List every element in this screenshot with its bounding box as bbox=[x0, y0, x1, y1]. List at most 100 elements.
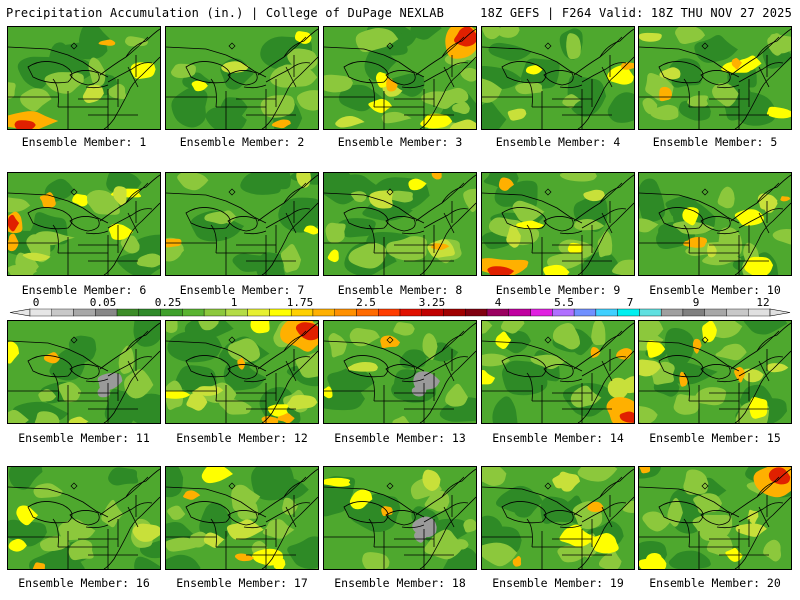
precip-contour bbox=[68, 416, 89, 423]
precip-contour bbox=[422, 333, 438, 360]
precip-contour bbox=[659, 67, 681, 80]
boundary-line bbox=[52, 372, 59, 402]
boundary-line bbox=[227, 510, 258, 526]
precip-contour bbox=[413, 371, 440, 391]
precip-contour bbox=[675, 27, 706, 44]
boundary-line bbox=[283, 28, 318, 58]
precip-contour bbox=[136, 253, 160, 268]
precip-contour bbox=[364, 47, 397, 82]
precip-contour bbox=[296, 90, 318, 111]
precip-contour bbox=[501, 321, 525, 334]
boundary-line bbox=[385, 70, 416, 86]
precip-contour bbox=[567, 242, 583, 254]
colorbar-segment bbox=[182, 308, 205, 317]
ensemble-member-label: Ensemble Member: 4 bbox=[495, 135, 621, 149]
precip-contour bbox=[692, 338, 702, 354]
ensemble-map-panel bbox=[481, 320, 635, 424]
boundary-line bbox=[227, 70, 258, 86]
precip-map bbox=[166, 27, 318, 129]
boundary-line bbox=[285, 66, 297, 88]
precip-contour bbox=[177, 173, 209, 191]
precip-map bbox=[324, 173, 476, 275]
geography-lines bbox=[482, 28, 634, 129]
station-marker bbox=[386, 336, 394, 344]
precip-contour bbox=[772, 228, 791, 245]
colorbar-segment bbox=[116, 308, 140, 317]
geography-lines bbox=[639, 174, 791, 275]
boundary-line bbox=[443, 506, 455, 528]
boundary-line bbox=[423, 208, 469, 229]
precip-map bbox=[482, 173, 634, 275]
precip-contour bbox=[577, 467, 618, 482]
precip-contour bbox=[106, 173, 142, 193]
boundary-line bbox=[700, 510, 731, 526]
precip-contour bbox=[8, 82, 16, 99]
geography-lines bbox=[324, 468, 476, 569]
precip-contour bbox=[512, 200, 545, 223]
precip-contour bbox=[763, 539, 782, 562]
geography-lines bbox=[639, 28, 791, 129]
boundary-line bbox=[419, 56, 476, 129]
precip-contour bbox=[393, 322, 415, 336]
boundary-line bbox=[577, 202, 634, 275]
precip-contour bbox=[346, 361, 378, 372]
ensemble-member-label: Ensemble Member: 12 bbox=[176, 431, 308, 445]
precip-map bbox=[639, 173, 791, 275]
boundary-line bbox=[700, 216, 731, 232]
ensemble-map-panel bbox=[323, 172, 477, 276]
precip-contour bbox=[619, 411, 634, 423]
precip-contour bbox=[611, 259, 634, 275]
boundary-line bbox=[601, 360, 613, 382]
precip-contour bbox=[420, 113, 453, 129]
boundary-line bbox=[85, 230, 109, 235]
precip-contour bbox=[622, 500, 634, 513]
precip-contour bbox=[219, 97, 248, 123]
ensemble-member-label: Ensemble Member: 13 bbox=[334, 431, 466, 445]
precip-contour bbox=[525, 65, 543, 75]
station-marker bbox=[228, 336, 236, 344]
boundary-line bbox=[683, 224, 690, 254]
station-marker bbox=[70, 42, 78, 50]
colorbar-segment bbox=[356, 308, 379, 317]
precip-contour bbox=[58, 382, 82, 403]
precip-contour bbox=[8, 538, 27, 552]
precip-contour bbox=[113, 186, 127, 206]
boundary-line bbox=[601, 506, 613, 528]
precip-contour bbox=[530, 354, 566, 370]
colorbar-segment bbox=[552, 308, 575, 317]
boundary-line bbox=[103, 56, 160, 129]
boundary-line bbox=[85, 84, 109, 89]
colorbar-tick-label: 7 bbox=[626, 296, 634, 309]
boundary-line bbox=[210, 518, 217, 548]
station-marker bbox=[544, 336, 552, 344]
ensemble-map-panel bbox=[323, 466, 477, 570]
precip-contour bbox=[694, 34, 738, 63]
boundary-line bbox=[368, 224, 375, 254]
precip-contour bbox=[68, 539, 94, 561]
precip-contour bbox=[734, 91, 776, 126]
precip-contour bbox=[108, 83, 127, 100]
boundary-line bbox=[758, 212, 770, 234]
boundary-line bbox=[756, 468, 791, 498]
station-marker bbox=[544, 188, 552, 196]
geography-lines bbox=[324, 174, 476, 275]
precip-contour bbox=[387, 190, 413, 203]
precip-map bbox=[166, 467, 318, 569]
precip-contour bbox=[495, 331, 512, 350]
precip-contour bbox=[277, 413, 295, 423]
boundary-line bbox=[368, 372, 375, 402]
boundary-line bbox=[265, 208, 311, 229]
boundary-line bbox=[716, 524, 740, 529]
boundary-line bbox=[385, 216, 416, 232]
boundary-line bbox=[543, 364, 574, 380]
boundary-line bbox=[700, 364, 731, 380]
geography-lines bbox=[639, 468, 791, 569]
precip-contour bbox=[108, 467, 139, 486]
boundary-line bbox=[401, 84, 425, 89]
colorbar-segment bbox=[682, 308, 705, 317]
precip-contour bbox=[715, 343, 747, 361]
precip-contour bbox=[512, 555, 522, 567]
precip-contour bbox=[482, 101, 507, 129]
geography-lines bbox=[8, 322, 160, 423]
boundary-line bbox=[443, 212, 455, 234]
